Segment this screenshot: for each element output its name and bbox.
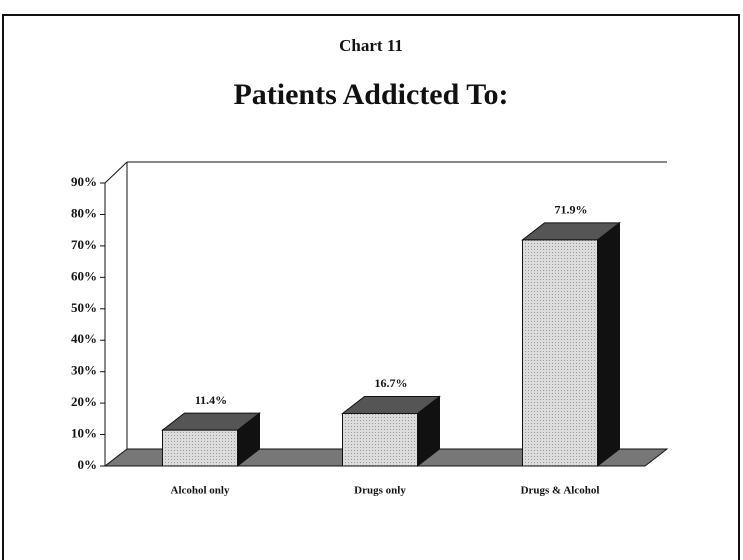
y-tick-label: 0% — [78, 457, 98, 472]
frame — [2, 14, 740, 560]
y-tick-label: 40% — [71, 331, 97, 346]
y-tick-label: 70% — [71, 237, 97, 252]
bar — [342, 412, 418, 467]
chart-title: Patients Addicted To: — [233, 78, 508, 111]
value-label: 11.4% — [195, 393, 227, 407]
y-tick-label: 90% — [71, 174, 97, 189]
chart-supertitle: Chart 11 — [339, 36, 403, 55]
y-tick-label: 60% — [71, 268, 97, 283]
bar — [162, 429, 238, 467]
x-tick-label: Alcohol only — [171, 485, 230, 497]
y-tick-label: 10% — [71, 426, 97, 441]
bar — [522, 239, 598, 467]
y-tick-label: 20% — [71, 394, 97, 409]
value-label: 16.7% — [375, 376, 408, 390]
value-label: 71.9% — [555, 203, 588, 217]
x-tick-label: Drugs & Alcohol — [521, 485, 600, 497]
wall-join — [104, 161, 128, 184]
y-tick-label: 80% — [71, 205, 97, 220]
y-tick-label: 50% — [71, 300, 97, 315]
x-tick-label: Drugs only — [354, 485, 406, 497]
y-tick-label: 30% — [71, 363, 97, 378]
bar-side — [597, 221, 620, 468]
